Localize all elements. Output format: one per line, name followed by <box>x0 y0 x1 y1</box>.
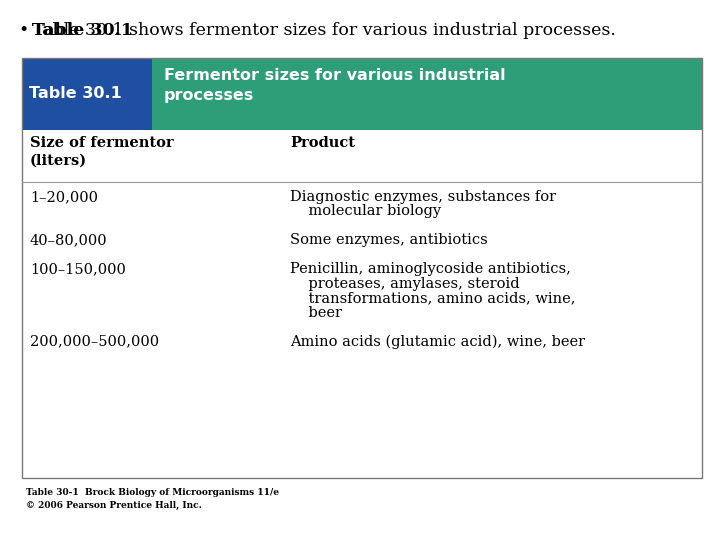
Text: 40–80,000: 40–80,000 <box>30 233 107 247</box>
Text: Table 30.1: Table 30.1 <box>29 86 122 102</box>
Text: Table 30.1 shows fermentor sizes for various industrial processes.: Table 30.1 shows fermentor sizes for var… <box>32 22 616 39</box>
Text: Amino acids (glutamic acid), wine, beer: Amino acids (glutamic acid), wine, beer <box>290 335 585 349</box>
Text: Size of fermentor
(liters): Size of fermentor (liters) <box>30 136 174 167</box>
Bar <box>22 58 702 478</box>
Text: 1–20,000: 1–20,000 <box>30 190 98 204</box>
Text: Product: Product <box>290 136 355 150</box>
Text: Table 30.1: Table 30.1 <box>32 22 133 39</box>
Text: Fermentor sizes for various industrial: Fermentor sizes for various industrial <box>164 68 505 83</box>
Bar <box>22 58 152 130</box>
Text: 100–150,000: 100–150,000 <box>30 262 126 276</box>
Text: transformations, amino acids, wine,: transformations, amino acids, wine, <box>290 291 575 305</box>
Text: Diagnostic enzymes, substances for: Diagnostic enzymes, substances for <box>290 190 556 204</box>
Text: proteases, amylases, steroid: proteases, amylases, steroid <box>290 277 520 291</box>
Text: Table 30-1  Brock Biology of Microorganisms 11/e: Table 30-1 Brock Biology of Microorganis… <box>26 488 279 497</box>
Text: 200,000–500,000: 200,000–500,000 <box>30 335 159 349</box>
Text: beer: beer <box>290 306 342 320</box>
Text: •: • <box>18 22 28 39</box>
Text: processes: processes <box>164 88 254 103</box>
Text: Some enzymes, antibiotics: Some enzymes, antibiotics <box>290 233 487 247</box>
Text: molecular biology: molecular biology <box>290 205 441 219</box>
Text: © 2006 Pearson Prentice Hall, Inc.: © 2006 Pearson Prentice Hall, Inc. <box>26 501 202 510</box>
Text: Penicillin, aminoglycoside antibiotics,: Penicillin, aminoglycoside antibiotics, <box>290 262 571 276</box>
Bar <box>152 58 702 130</box>
